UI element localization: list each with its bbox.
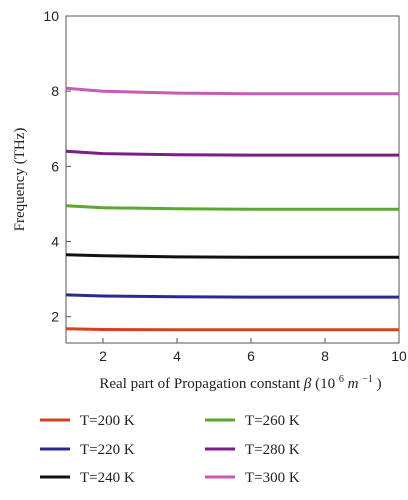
legend-label: T=260 K xyxy=(245,413,300,429)
legend: T=200 K T=220 K T=240 K T=260 K T=280 K T=300… xyxy=(40,413,300,486)
x-axis-label-unit-exp: 6 xyxy=(339,374,344,385)
series-line-260k xyxy=(65,204,399,211)
x-axis-label-symbol: β xyxy=(303,376,312,392)
legend-label: T=220 K xyxy=(80,442,135,458)
y-tick-label: 6 xyxy=(51,158,59,174)
y-tick-label: 8 xyxy=(51,83,59,99)
axis-ticks: 2 4 6 8 10 2 4 6 8 10 xyxy=(43,8,407,364)
legend-label: T=200 K xyxy=(80,413,135,429)
x-axis-label: Real part of Propagation constant β (10 … xyxy=(99,370,381,392)
series-line-280k xyxy=(65,149,399,157)
x-axis-label-unit-m: m xyxy=(348,376,359,392)
x-tick-label: 10 xyxy=(391,348,407,364)
legend-label: T=300 K xyxy=(245,470,300,486)
legend-label: T=240 K xyxy=(80,470,135,486)
series-lines xyxy=(65,86,399,332)
x-axis-label-main: Real part of Propagation constant xyxy=(99,376,304,392)
series-line-220k xyxy=(65,293,399,299)
x-tick-label: 4 xyxy=(173,348,181,364)
y-axis-label: Frequency (THz) xyxy=(12,128,28,232)
y-tick-label: 10 xyxy=(43,8,59,24)
x-tick-label: 6 xyxy=(247,348,255,364)
series-line-300k xyxy=(65,86,399,96)
x-axis-label-unit-close: ) xyxy=(377,376,382,392)
x-axis-label-unit-mexp: −1 xyxy=(362,374,373,385)
y-tick-label: 4 xyxy=(51,234,59,250)
x-tick-label: 8 xyxy=(321,348,329,364)
x-tick-label: 2 xyxy=(99,348,107,364)
legend-label: T=280 K xyxy=(245,442,300,458)
plot-area xyxy=(65,15,400,344)
series-line-200k xyxy=(65,327,399,332)
y-tick-label: 2 xyxy=(51,309,59,325)
x-axis-label-unit-open: (10 xyxy=(315,376,335,392)
series-line-240k xyxy=(65,253,399,259)
